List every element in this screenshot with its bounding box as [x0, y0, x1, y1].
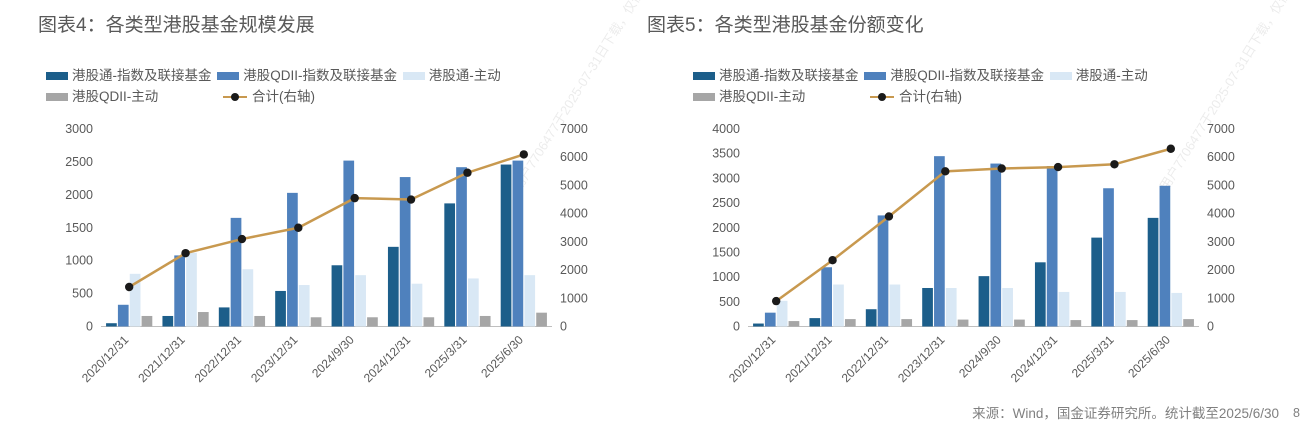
svg-text:2500: 2500 — [712, 196, 740, 210]
svg-text:2022/12/31: 2022/12/31 — [839, 332, 892, 385]
svg-text:3000: 3000 — [1207, 235, 1235, 249]
svg-text:2000: 2000 — [65, 188, 93, 202]
svg-text:1000: 1000 — [1207, 291, 1235, 305]
svg-text:2000: 2000 — [712, 221, 740, 235]
svg-text:1500: 1500 — [65, 221, 93, 235]
svg-text:1000: 1000 — [712, 270, 740, 284]
svg-text:4000: 4000 — [712, 122, 740, 136]
svg-text:1000: 1000 — [65, 254, 93, 268]
svg-text:2025/3/31: 2025/3/31 — [1069, 332, 1117, 380]
svg-text:500: 500 — [719, 295, 740, 309]
svg-text:2021/12/31: 2021/12/31 — [135, 332, 188, 385]
svg-text:0: 0 — [1207, 320, 1214, 334]
svg-text:2021/12/31: 2021/12/31 — [782, 332, 835, 385]
svg-text:1000: 1000 — [560, 291, 588, 305]
svg-text:7000: 7000 — [560, 122, 588, 136]
svg-text:1500: 1500 — [712, 245, 740, 259]
svg-text:3500: 3500 — [712, 147, 740, 161]
svg-text:2022/12/31: 2022/12/31 — [192, 332, 245, 385]
svg-text:3000: 3000 — [560, 235, 588, 249]
svg-text:2025/6/30: 2025/6/30 — [1125, 332, 1173, 380]
svg-text:2020/12/31: 2020/12/31 — [79, 332, 132, 385]
svg-text:6000: 6000 — [1207, 150, 1235, 164]
svg-text:0: 0 — [733, 320, 740, 334]
svg-text:2500: 2500 — [65, 155, 93, 169]
svg-text:4000: 4000 — [1207, 207, 1235, 221]
svg-text:2000: 2000 — [560, 263, 588, 277]
svg-text:2024/12/31: 2024/12/31 — [361, 332, 414, 385]
svg-text:0: 0 — [86, 320, 93, 334]
svg-text:7000: 7000 — [1207, 122, 1235, 136]
svg-text:2024/9/30: 2024/9/30 — [956, 332, 1004, 380]
svg-text:2023/12/31: 2023/12/31 — [895, 332, 948, 385]
svg-text:2025/6/30: 2025/6/30 — [478, 332, 526, 380]
svg-text:3000: 3000 — [65, 122, 93, 136]
svg-text:4000: 4000 — [560, 207, 588, 221]
svg-text:500: 500 — [72, 287, 93, 301]
svg-text:2020/12/31: 2020/12/31 — [726, 332, 779, 385]
svg-text:0: 0 — [560, 320, 567, 334]
svg-text:2023/12/31: 2023/12/31 — [248, 332, 301, 385]
svg-text:2024/12/31: 2024/12/31 — [1008, 332, 1061, 385]
svg-text:2025/3/31: 2025/3/31 — [422, 332, 470, 380]
svg-text:6000: 6000 — [560, 150, 588, 164]
svg-text:3000: 3000 — [712, 171, 740, 185]
svg-text:5000: 5000 — [560, 178, 588, 192]
svg-text:2024/9/30: 2024/9/30 — [309, 332, 357, 380]
svg-text:2000: 2000 — [1207, 263, 1235, 277]
svg-text:5000: 5000 — [1207, 178, 1235, 192]
